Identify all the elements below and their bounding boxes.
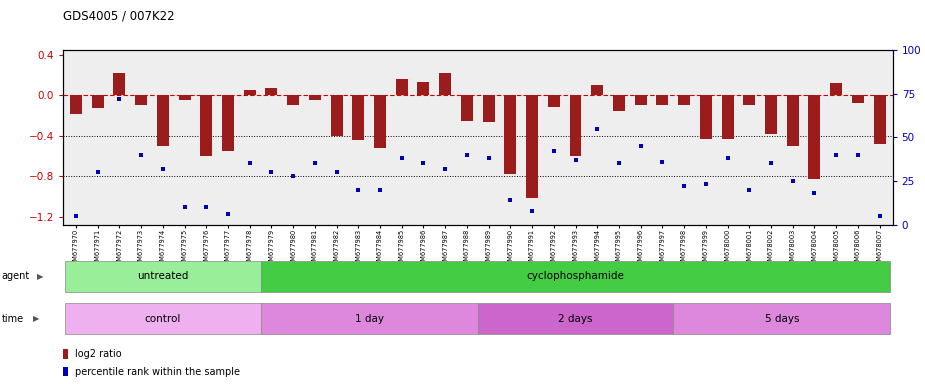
Bar xyxy=(765,95,777,134)
Bar xyxy=(852,95,864,103)
Point xyxy=(829,152,844,158)
Bar xyxy=(548,95,560,108)
Bar xyxy=(461,95,473,121)
Bar xyxy=(635,95,647,106)
Bar xyxy=(92,95,104,109)
Point xyxy=(394,155,409,161)
Bar xyxy=(787,95,798,146)
Point xyxy=(177,204,191,210)
Point xyxy=(503,197,518,203)
Bar xyxy=(700,95,712,139)
Point xyxy=(698,181,713,187)
Bar xyxy=(808,95,820,179)
Bar xyxy=(722,95,734,139)
Text: ▶: ▶ xyxy=(33,314,40,323)
Point xyxy=(460,152,475,158)
Point xyxy=(329,169,344,175)
Point xyxy=(634,143,648,149)
Bar xyxy=(591,85,603,95)
Point xyxy=(112,96,127,102)
Bar xyxy=(613,95,625,111)
Text: time: time xyxy=(2,314,24,324)
Text: control: control xyxy=(144,314,181,324)
Point xyxy=(590,126,605,132)
Bar xyxy=(222,95,234,151)
Bar xyxy=(504,95,516,174)
Bar xyxy=(261,261,891,292)
Text: ▶: ▶ xyxy=(37,272,43,281)
Point xyxy=(68,213,83,219)
Point xyxy=(872,213,887,219)
Bar xyxy=(439,73,451,95)
Point xyxy=(807,190,821,196)
Point xyxy=(721,155,735,161)
Point xyxy=(547,148,561,154)
Point xyxy=(286,173,301,179)
Bar xyxy=(179,95,191,101)
Text: GDS4005 / 007K22: GDS4005 / 007K22 xyxy=(63,10,175,23)
Point xyxy=(850,152,865,158)
Point xyxy=(568,157,583,163)
Text: log2 ratio: log2 ratio xyxy=(75,349,121,359)
Point xyxy=(524,208,539,214)
Text: untreated: untreated xyxy=(137,271,189,281)
Bar xyxy=(477,303,673,334)
Point xyxy=(373,187,388,193)
Text: 2 days: 2 days xyxy=(559,314,593,324)
Text: agent: agent xyxy=(2,271,31,281)
Point xyxy=(481,155,496,161)
Point xyxy=(242,161,257,167)
Point xyxy=(351,187,365,193)
Point xyxy=(677,183,692,189)
Bar xyxy=(873,95,885,144)
Bar xyxy=(417,82,429,95)
Text: 5 days: 5 days xyxy=(765,314,799,324)
Bar xyxy=(657,95,669,106)
Point xyxy=(416,161,431,167)
Bar xyxy=(201,95,212,156)
Point xyxy=(264,169,278,175)
Bar xyxy=(330,95,342,136)
Bar xyxy=(396,79,408,95)
Bar xyxy=(830,83,842,95)
Bar xyxy=(309,95,321,101)
Point xyxy=(764,161,779,167)
Bar xyxy=(265,88,278,95)
Point xyxy=(307,161,322,167)
Point xyxy=(742,187,757,193)
Point xyxy=(220,211,235,217)
Bar xyxy=(352,95,364,140)
Bar xyxy=(65,303,261,334)
Text: 1 day: 1 day xyxy=(354,314,384,324)
Bar xyxy=(65,261,261,292)
Bar xyxy=(261,303,477,334)
Bar xyxy=(374,95,386,148)
Bar xyxy=(744,95,755,106)
Bar xyxy=(243,90,255,95)
Bar xyxy=(678,95,690,106)
Point xyxy=(611,161,626,167)
Bar xyxy=(570,95,582,156)
Bar xyxy=(114,73,126,95)
Bar xyxy=(673,303,891,334)
Point xyxy=(655,159,670,165)
Text: cyclophosphamide: cyclophosphamide xyxy=(526,271,624,281)
Point xyxy=(134,152,149,158)
Bar xyxy=(157,95,168,146)
Bar xyxy=(526,95,538,199)
Point xyxy=(91,169,105,175)
Point xyxy=(199,204,214,210)
Bar xyxy=(483,95,495,122)
Point xyxy=(155,166,170,172)
Text: percentile rank within the sample: percentile rank within the sample xyxy=(75,367,240,377)
Point xyxy=(438,166,452,172)
Bar xyxy=(287,95,299,106)
Bar xyxy=(135,95,147,106)
Point xyxy=(785,178,800,184)
Bar xyxy=(70,95,82,114)
